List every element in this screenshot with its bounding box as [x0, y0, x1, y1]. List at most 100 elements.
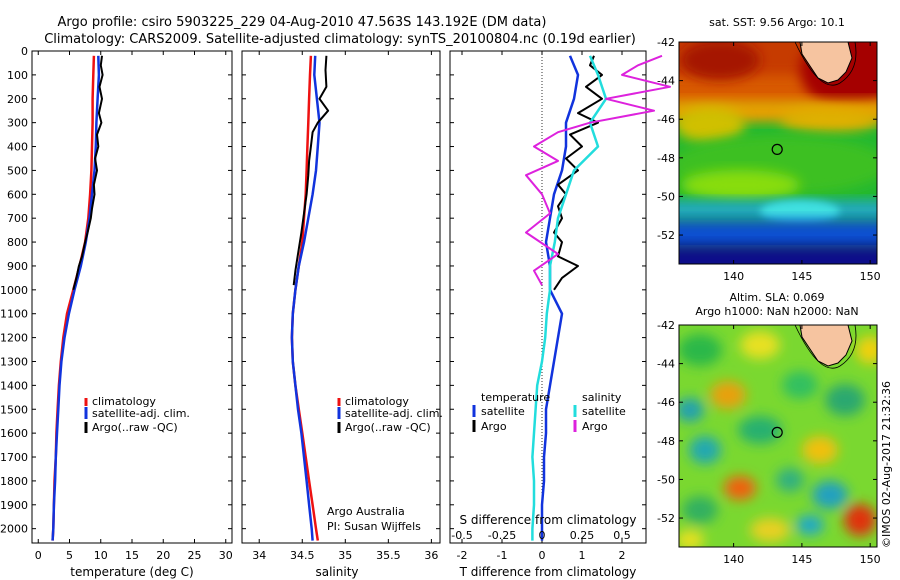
x-tick-label: 35.5	[376, 549, 401, 562]
sst-map-ticks: 140 145 150 -42 -44 -46 -48 -50 -52	[657, 36, 881, 283]
series-line-argo-raw-qc-	[292, 55, 330, 286]
salinity-diff-tick-label: 0	[539, 529, 546, 542]
x-tick-label: 20	[156, 549, 170, 562]
salinity-xlabel: salinity	[315, 565, 358, 579]
lat-tick-label: -48	[657, 152, 675, 165]
legend-label-climatology: climatology	[92, 395, 156, 408]
difference-xlabel: T difference from climatology	[459, 565, 637, 579]
x-tick-label: 36	[424, 549, 438, 562]
depth-tick-label: 500	[7, 164, 28, 177]
lat-tick-label: -48	[657, 435, 675, 448]
x-tick-label: -2	[457, 549, 468, 562]
temperature-legend: climatology satellite-adj. clim. Argo(..…	[84, 395, 190, 434]
x-tick-label: 0	[539, 549, 546, 562]
depth-tick-label: 1600	[0, 427, 28, 440]
difference-series	[525, 54, 671, 541]
depth-tick-label: 600	[7, 188, 28, 201]
salinity-difference-ticks: -0.5 -0.25 0 0.25 0.5	[451, 529, 630, 542]
x-tick-label: 2	[619, 549, 626, 562]
credit-institution: Argo Australia	[327, 505, 405, 518]
temperature-xlabel: temperature (deg C)	[70, 565, 193, 579]
depth-tick-label: 2000	[0, 523, 28, 536]
legend-label-climatology: climatology	[345, 395, 409, 408]
x-tick-label: 34	[252, 549, 266, 562]
depth-tick-label: 1300	[0, 355, 28, 368]
legend-label-satellite: satellite-adj. clim.	[92, 407, 190, 420]
salinity-axis-ticks: 34 34.5 35 35.5 36	[252, 51, 438, 562]
depth-tick-label: 1000	[0, 284, 28, 297]
legend-label-sal-argo: Argo	[582, 420, 608, 433]
depth-tick-label: 1200	[0, 332, 28, 345]
lat-tick-label: -52	[657, 512, 675, 525]
sla-map-panel: Altim. SLA: 0.069 Argo h1000: NaN h2000:…	[657, 291, 881, 566]
salinity-plot-frame	[241, 50, 441, 544]
legend-header-temperature: temperature	[481, 391, 550, 404]
x-tick-label: -1	[497, 549, 508, 562]
x-tick-label: 34.5	[290, 549, 315, 562]
depth-tick-label: 1800	[0, 475, 28, 488]
sst-map-title: sat. SST: 9.56 Argo: 10.1	[709, 16, 845, 29]
depth-tick-label: 1700	[0, 451, 28, 464]
legend-label-temp-argo: Argo	[481, 420, 507, 433]
legend-label-temp-satellite: satellite	[481, 405, 525, 418]
legend-header-salinity: salinity	[582, 391, 622, 404]
depth-tick-label: 200	[7, 93, 28, 106]
salinity-panel: 34 34.5 35 35.5 36 salinity climatology sate…	[241, 50, 443, 579]
difference-panel: -2 -1 0 1 2 T difference from climatology S …	[449, 50, 671, 579]
x-tick-label: 35	[338, 549, 352, 562]
lon-tick-label: 150	[860, 553, 881, 566]
lat-tick-label: -42	[657, 319, 675, 332]
depth-tick-label: 300	[7, 117, 28, 130]
salinity-series	[290, 55, 330, 541]
depth-tick-label: 100	[7, 69, 28, 82]
legend-label-sal-satellite: satellite	[582, 405, 626, 418]
depth-tick-label: 400	[7, 141, 28, 154]
difference-depth-ticks	[450, 50, 646, 530]
depth-tick-label: 900	[7, 260, 28, 273]
difference-legend: temperature salinity satellite Argo sate…	[472, 391, 626, 433]
salinity-depth-ticks	[242, 50, 440, 530]
sst-map-field	[679, 42, 877, 264]
depth-tick-label: 0	[21, 45, 28, 58]
x-tick-label: 25	[188, 549, 202, 562]
sst-map-frame	[678, 41, 878, 265]
salinity-legend: climatology satellite-adj. clim. Argo(..…	[337, 395, 443, 434]
temperature-panel: 0100200300400500600700800900100011001200…	[0, 45, 233, 579]
lon-tick-label: 150	[860, 270, 881, 283]
lon-tick-label: 140	[723, 553, 744, 566]
x-tick-label: 0	[35, 549, 42, 562]
sla-map-ticks: 140 145 150 -42 -44 -46 -48 -50 -52	[657, 319, 881, 566]
lat-tick-label: -52	[657, 229, 675, 242]
legend-label-satellite: satellite-adj. clim.	[345, 407, 443, 420]
depth-axis-ticks: 0 100 200 300 400 500 600 700 800 900 1000 1100 1200…	[0, 45, 232, 536]
depth-tick-label: 800	[7, 236, 28, 249]
salinity-diff-tick-label: -0.25	[488, 529, 516, 542]
imos-timestamp: ©IMOS 02-Aug-2017 21:32:36	[880, 381, 893, 548]
lat-tick-label: -50	[657, 190, 675, 203]
figure-title-line1: Argo profile: csiro 5903225_229 04-Aug-2…	[58, 15, 547, 30]
lon-tick-label: 140	[723, 270, 744, 283]
lat-tick-label: -42	[657, 36, 675, 49]
credit-pi: PI: Susan Wijffels	[327, 520, 421, 533]
depth-tick-label: 1400	[0, 379, 28, 392]
series-line-argo-raw-qc-	[72, 55, 104, 291]
argo-float-marker	[771, 426, 783, 438]
lon-tick-label: 145	[791, 270, 812, 283]
x-tick-label: 5	[66, 549, 73, 562]
temperature-plot-frame	[31, 50, 233, 544]
sla-map-frame	[678, 324, 878, 548]
lat-tick-label: -46	[657, 113, 675, 126]
sst-map-panel: sat. SST: 9.56 Argo: 10.1 14	[657, 16, 881, 283]
difference-xlabel-top: S difference from climatology	[460, 513, 637, 527]
x-tick-label: 1	[579, 549, 586, 562]
legend-label-argo: Argo(..raw -QC)	[345, 421, 431, 434]
depth-tick-label: 700	[7, 212, 28, 225]
temperature-series	[51, 55, 104, 541]
legend-label-argo: Argo(..raw -QC)	[92, 421, 178, 434]
lon-tick-label: 145	[791, 553, 812, 566]
salinity-diff-tick-label: 0.5	[613, 529, 631, 542]
x-tick-label: 15	[125, 549, 139, 562]
x-tick-label: 30	[219, 549, 233, 562]
sla-map-title-line2: Argo h1000: NaN h2000: NaN	[695, 305, 858, 318]
